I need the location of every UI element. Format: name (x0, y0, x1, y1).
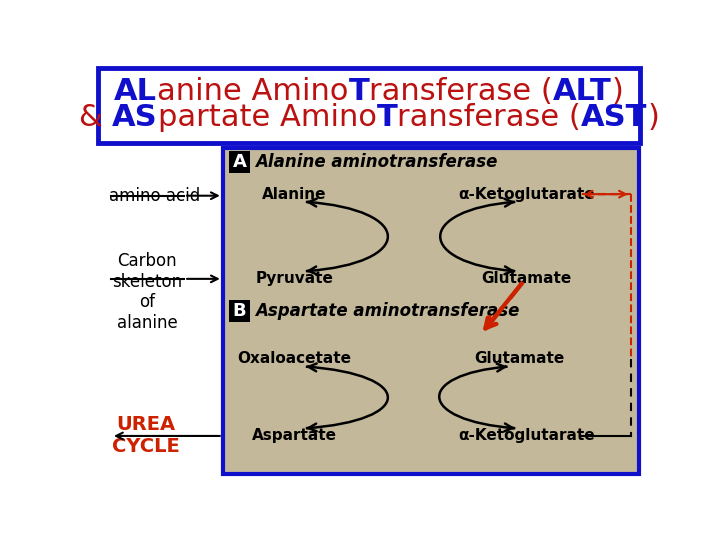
Text: T: T (377, 103, 397, 132)
Text: ALT: ALT (553, 77, 612, 106)
Text: Oxaloacetate: Oxaloacetate (238, 352, 351, 367)
FancyBboxPatch shape (98, 68, 640, 143)
Text: α-Ketoglutarate: α-Ketoglutarate (459, 428, 595, 443)
Text: Aspartate aminotransferase: Aspartate aminotransferase (255, 302, 519, 320)
Text: ): ) (612, 77, 624, 106)
Text: A: A (233, 153, 246, 171)
Text: ransferase (: ransferase ( (369, 77, 553, 106)
Text: Alanine aminotransferase: Alanine aminotransferase (255, 153, 498, 171)
Text: Carbon
skeleton
of
alanine: Carbon skeleton of alanine (112, 252, 182, 332)
FancyBboxPatch shape (222, 148, 639, 475)
Text: AL: AL (114, 77, 157, 106)
Text: T: T (348, 77, 369, 106)
Text: AS: AS (112, 103, 158, 132)
FancyBboxPatch shape (229, 300, 251, 322)
Text: Glutamate: Glutamate (474, 352, 564, 367)
Text: Pyruvate: Pyruvate (256, 272, 333, 286)
Text: Alanine: Alanine (262, 187, 327, 201)
Text: B: B (233, 302, 246, 320)
Text: ): ) (647, 103, 660, 132)
Text: partate Amino: partate Amino (158, 103, 377, 132)
Text: UREA
CYCLE: UREA CYCLE (112, 415, 179, 456)
Text: Glutamate: Glutamate (482, 272, 572, 286)
Text: α-Ketoglutarate: α-Ketoglutarate (459, 187, 595, 201)
Text: AST: AST (581, 103, 647, 132)
Text: Aspartate: Aspartate (252, 428, 337, 443)
Text: anine Amino: anine Amino (157, 77, 348, 106)
Text: &: & (78, 103, 112, 132)
Text: amino acid: amino acid (109, 187, 201, 205)
Text: ransferase (: ransferase ( (397, 103, 581, 132)
FancyBboxPatch shape (229, 151, 251, 173)
